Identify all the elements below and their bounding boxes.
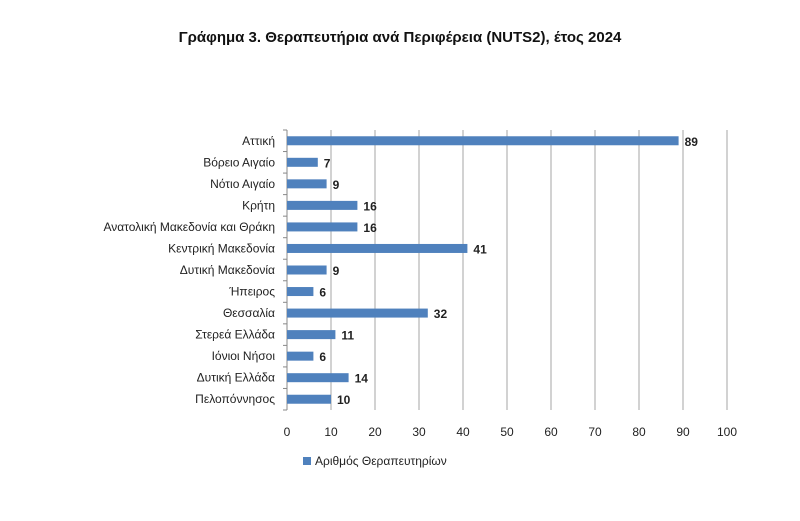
bar xyxy=(287,287,314,297)
category-label: Πελοπόννησος xyxy=(195,392,275,406)
x-tick-label: 70 xyxy=(588,425,602,439)
x-tick-label: 60 xyxy=(544,425,558,439)
x-tick-label: 90 xyxy=(676,425,690,439)
category-label: Ήπειρος xyxy=(228,285,275,299)
legend-label: Αριθμός Θεραπευτηρίων xyxy=(315,454,447,468)
bar xyxy=(287,222,358,232)
bar xyxy=(287,136,679,146)
category-label: Θεσσαλία xyxy=(223,306,275,320)
bar xyxy=(287,330,336,340)
data-label: 89 xyxy=(685,135,699,149)
bar xyxy=(287,200,358,210)
bar xyxy=(287,265,327,275)
bar xyxy=(287,243,468,253)
x-tick-label: 20 xyxy=(368,425,382,439)
bar xyxy=(287,157,318,167)
data-label: 16 xyxy=(363,199,377,213)
legend-swatch xyxy=(303,457,311,465)
data-label: 32 xyxy=(434,307,448,321)
x-tick-label: 30 xyxy=(412,425,426,439)
category-label: Στερεά Ελλάδα xyxy=(195,328,275,342)
x-tick-label: 50 xyxy=(500,425,514,439)
category-label: Βόρειο Αιγαίο xyxy=(203,155,275,169)
x-tick-label: 0 xyxy=(284,425,291,439)
data-label: 14 xyxy=(355,372,369,386)
data-label: 41 xyxy=(473,242,487,256)
category-label: Ιόνιοι Νήσοι xyxy=(212,349,276,363)
bar xyxy=(287,179,327,189)
x-tick-label: 10 xyxy=(324,425,338,439)
category-label: Αττική xyxy=(242,134,275,148)
x-tick-label: 100 xyxy=(717,425,737,439)
chart-title: Γράφημα 3. Θεραπευτήρια ανά Περιφέρεια (… xyxy=(178,29,622,46)
bar xyxy=(287,394,331,404)
bar xyxy=(287,308,428,318)
bar xyxy=(287,351,314,361)
data-label: 16 xyxy=(363,221,377,235)
data-label: 9 xyxy=(333,178,340,192)
category-label: Δυτική Μακεδονία xyxy=(180,263,275,277)
data-label: 6 xyxy=(319,286,326,300)
data-label: 7 xyxy=(324,156,331,170)
data-label: 9 xyxy=(333,264,340,278)
category-label: Νότιο Αιγαίο xyxy=(210,177,275,191)
bar xyxy=(287,373,349,383)
x-tick-label: 40 xyxy=(456,425,470,439)
data-label: 11 xyxy=(341,329,354,343)
data-label: 6 xyxy=(319,350,326,364)
category-label: Κεντρική Μακεδονία xyxy=(168,241,275,255)
x-tick-label: 80 xyxy=(632,425,646,439)
data-label: 10 xyxy=(337,393,351,407)
category-label: Δυτική Ελλάδα xyxy=(197,371,275,385)
category-label: Κρήτη xyxy=(242,198,275,212)
category-label: Ανατολική Μακεδονία και Θράκη xyxy=(103,220,275,234)
